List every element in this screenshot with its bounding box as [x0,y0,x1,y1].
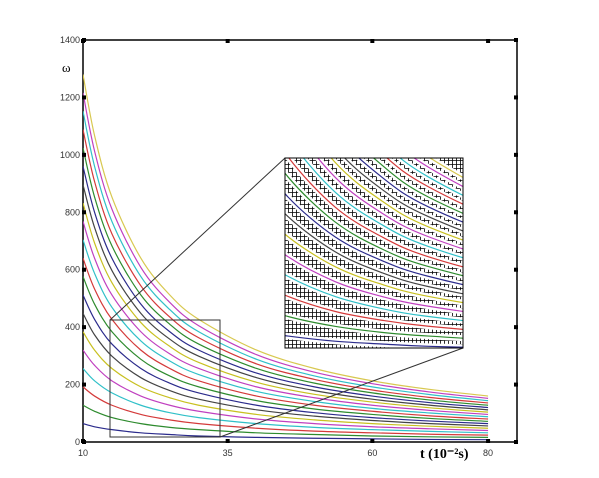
curve [83,166,488,407]
y-tick-label: 200 [65,380,80,390]
curve [83,240,488,417]
inset-curve [241,0,599,289]
curve [83,148,488,405]
inset-curve [241,0,599,304]
curve [83,258,488,419]
x-tick [370,39,375,43]
x-tick [486,439,491,443]
curve [83,387,488,435]
curve [83,93,488,399]
zoom-connector [219,347,464,438]
curve [83,111,488,400]
y-tick [514,95,518,100]
axes: 0 200 400 600 800 1000 1200 1400 10 35 60 80 [60,35,518,458]
y-tick-label: 400 [65,322,80,332]
curve [83,295,488,424]
inset-curve [241,0,599,293]
y-tick-label: 1400 [60,35,80,45]
x-tick-label: 35 [223,448,233,458]
y-tick [514,267,518,272]
inset-curve [241,58,599,319]
y-tick [82,210,86,215]
inset-curve [241,0,599,285]
y-tick [514,325,518,330]
curve [83,350,488,430]
zoom-connector [109,157,286,321]
x-tick [225,439,230,443]
x-tick [81,39,85,43]
inset-frame [284,157,464,349]
zoom-box [109,319,221,438]
inset [241,0,599,348]
curve [83,203,488,412]
y-tick [82,95,86,100]
curve [83,185,488,410]
x-tick [225,39,230,43]
y-tick-label: 0 [75,437,80,447]
x-tick [370,439,375,443]
curve [83,277,488,422]
inset-curve [241,28,599,315]
x-axis-label: t (10⁻²s) [420,447,469,462]
x-tick [486,39,491,43]
x-tick [81,439,85,443]
curve [83,221,488,414]
curves [83,74,488,439]
curve [83,424,488,440]
y-axis-label: ω [62,60,71,75]
y-tick [82,267,86,272]
y-tick [514,440,518,444]
x-tick-label: 80 [483,448,493,458]
y-tick [514,152,518,157]
y-tick [514,210,518,215]
y-tick [82,382,86,387]
inset-curve [241,0,599,308]
y-tick-label: 600 [65,265,80,275]
y-tick-label: 800 [65,207,80,217]
curve [83,74,488,396]
curve [83,313,488,426]
y-tick [82,152,86,157]
curve [83,405,488,437]
inset-curve [241,0,599,296]
y-tick [514,38,518,42]
y-tick-label: 1200 [60,92,80,102]
inset-curve [241,0,599,300]
inset-curve [241,88,599,323]
x-tick-label: 10 [78,448,88,458]
y-tick [82,325,86,330]
curve [83,130,488,403]
inset-curve [241,0,599,311]
curve [83,368,488,432]
x-tick-label: 60 [367,448,377,458]
y-tick [514,382,518,387]
curve [83,332,488,428]
y-tick-label: 1000 [60,150,80,160]
